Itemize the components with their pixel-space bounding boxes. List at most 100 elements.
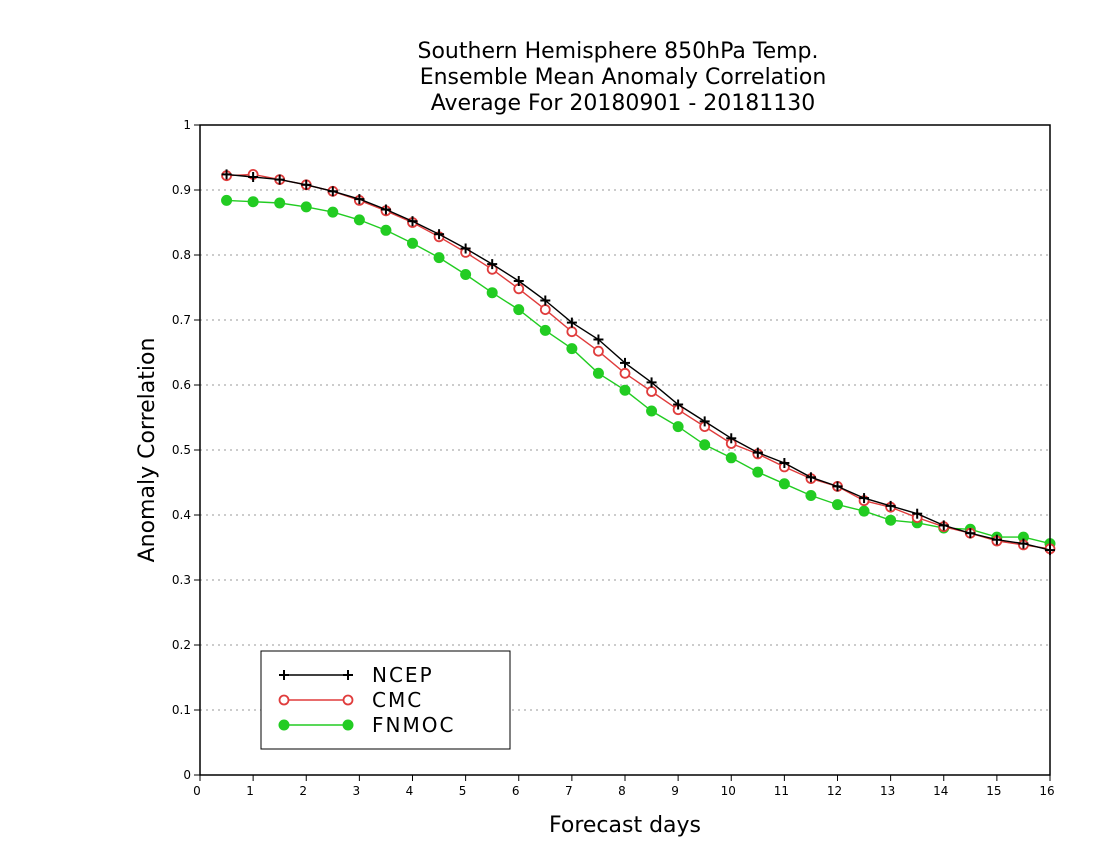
data-point-cmc	[619, 367, 631, 379]
x-tick-label: 13	[880, 784, 895, 798]
data-point-ncep	[327, 186, 338, 197]
data-point-cmc	[539, 304, 551, 316]
legend-label-fnmoc: FNMOC	[372, 713, 455, 737]
data-point-ncep	[779, 458, 790, 468]
x-tick-label: 10	[721, 784, 736, 798]
data-point-cmc	[566, 326, 578, 338]
x-tick-label: 14	[933, 784, 948, 798]
data-point-fnmoc	[221, 194, 233, 206]
data-point-ncep	[274, 174, 285, 185]
x-tick-label: 11	[774, 784, 789, 798]
data-point-fnmoc	[274, 197, 286, 209]
x-tick-label: 0	[193, 784, 201, 798]
data-point-fnmoc	[460, 269, 472, 280]
x-tick-label: 15	[986, 784, 1001, 798]
data-point-ncep	[221, 169, 232, 180]
legend-marker-cmc	[278, 694, 290, 706]
legend-marker-fnmoc	[342, 719, 354, 731]
data-point-ncep	[434, 229, 445, 240]
data-point-ncep	[912, 508, 923, 519]
axis-ticks: 00.10.20.30.40.50.60.70.80.910 1 2 3 4 5 6 7 8 9 1…	[172, 118, 1055, 798]
data-point-ncep	[566, 317, 577, 328]
data-point-fnmoc	[407, 237, 418, 249]
legend-marker-fnmoc	[278, 719, 290, 731]
data-point-fnmoc	[699, 439, 711, 451]
data-point-ncep	[805, 472, 816, 483]
data-point-fnmoc	[646, 405, 658, 417]
data-point-fnmoc	[300, 201, 312, 213]
data-point-ncep	[487, 259, 498, 270]
series-ncep	[221, 169, 1055, 556]
data-point-fnmoc	[539, 324, 551, 336]
x-tick-label: 9	[671, 784, 679, 798]
x-tick-label: 3	[353, 784, 361, 798]
data-point-fnmoc	[513, 304, 525, 316]
y-tick-label: 0.5	[172, 443, 191, 457]
data-point-ncep	[248, 172, 259, 182]
legend-item-fnmoc: FNMOC	[278, 713, 455, 737]
y-tick-label: 0.3	[172, 573, 191, 587]
y-tick-label: 0.6	[172, 378, 191, 392]
x-axis-label: Forecast days	[549, 813, 701, 838]
data-point-fnmoc	[672, 421, 684, 433]
legend-item-cmc: CMC	[278, 688, 423, 712]
data-point-fnmoc	[858, 505, 870, 517]
x-tick-label: 6	[512, 784, 520, 798]
data-point-fnmoc	[778, 478, 790, 490]
data-point-ncep	[646, 377, 657, 388]
data-point-fnmoc	[619, 384, 631, 396]
data-point-ncep	[540, 295, 551, 306]
data-point-fnmoc	[327, 206, 339, 218]
data-point-fnmoc	[353, 214, 365, 226]
data-point-ncep	[699, 416, 710, 427]
legend-item-ncep: NCEP	[279, 663, 432, 687]
x-tick-label: 7	[565, 784, 573, 798]
y-tick-label: 0	[183, 768, 191, 782]
chart-title: Southern Hemisphere 850hPa Temp. Ensembl…	[418, 39, 827, 116]
data-point-cmc	[593, 345, 604, 357]
title-line-2: Ensemble Mean Anomaly Correlation	[420, 65, 827, 90]
data-point-fnmoc	[566, 343, 578, 355]
data-point-ncep	[938, 520, 949, 531]
y-tick-label: 0.9	[172, 183, 191, 197]
title-line-1: Southern Hemisphere 850hPa Temp.	[418, 39, 819, 64]
data-point-fnmoc	[885, 514, 897, 526]
x-tick-label: 16	[1039, 784, 1054, 798]
x-tick-label: 8	[618, 784, 626, 798]
data-point-ncep	[380, 204, 391, 215]
series-cmc	[221, 168, 1056, 555]
legend-marker-cmc	[342, 694, 354, 706]
data-point-fnmoc	[725, 452, 737, 464]
data-point-fnmoc	[433, 252, 445, 264]
data-point-ncep	[832, 481, 843, 492]
data-point-fnmoc	[380, 224, 392, 236]
data-point-ncep	[513, 276, 524, 286]
data-point-cmc	[646, 386, 657, 397]
gridlines	[200, 189, 1050, 711]
data-point-ncep	[859, 493, 870, 504]
y-tick-label: 0.2	[172, 638, 191, 652]
title-line-3: Average For 20180901 - 20181130	[431, 91, 816, 116]
data-point-ncep	[885, 500, 896, 511]
data-point-fnmoc	[805, 490, 817, 501]
y-tick-label: 0.8	[172, 248, 191, 262]
legend-marker-ncep	[279, 670, 289, 680]
data-point-ncep	[593, 334, 604, 345]
data-point-ncep	[354, 194, 365, 205]
x-tick-label: 12	[827, 784, 842, 798]
y-tick-label: 1	[183, 118, 191, 132]
series-layer	[221, 168, 1056, 556]
data-point-fnmoc	[832, 499, 843, 511]
data-point-ncep	[620, 357, 630, 368]
y-axis-label: Anomaly Correlation	[135, 338, 160, 563]
data-point-fnmoc	[486, 287, 498, 299]
y-tick-label: 0.1	[172, 703, 191, 717]
x-tick-label: 5	[459, 784, 467, 798]
legend-label-cmc: CMC	[372, 688, 423, 712]
data-point-ncep	[301, 179, 312, 190]
data-point-ncep	[965, 528, 976, 539]
series-line-ncep	[226, 173, 1051, 551]
data-point-ncep	[752, 447, 763, 458]
